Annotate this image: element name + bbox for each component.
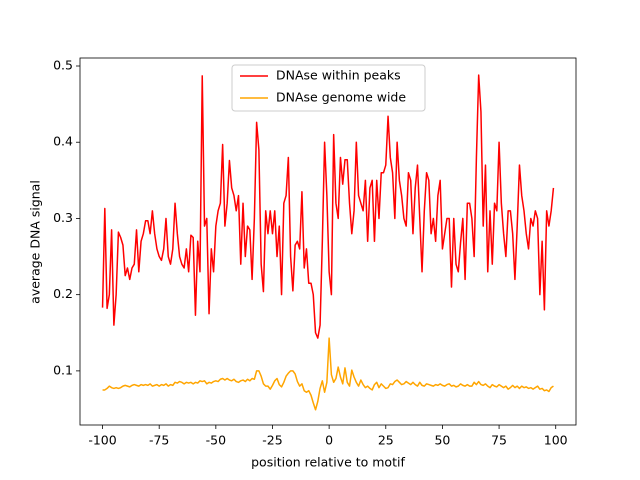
x-tick-label: 100 — [544, 433, 568, 448]
x-tick-label: -50 — [206, 433, 226, 448]
data-line — [101, 74, 555, 339]
x-tick-label: 25 — [378, 433, 394, 448]
x-tick-label: 0 — [325, 433, 333, 448]
x-axis-label: position relative to motif — [251, 455, 405, 470]
x-tick-label: 75 — [491, 433, 507, 448]
x-tick-label: 50 — [434, 433, 450, 448]
legend-box — [231, 64, 426, 112]
legend-label: DNAse within peaks — [276, 68, 401, 83]
y-tick-label: 0.5 — [53, 58, 73, 73]
legend-label: DNAse genome wide — [276, 90, 406, 105]
y-tick-label: 0.2 — [53, 286, 73, 301]
x-tick-label: -100 — [88, 433, 116, 448]
axes-frame — [79, 57, 577, 426]
y-tick-label: 0.1 — [53, 362, 73, 377]
x-tick-label: -25 — [262, 433, 282, 448]
y-tick-label: 0.4 — [53, 134, 73, 149]
y-tick-label: 0.3 — [53, 210, 73, 225]
y-axis-label: average DNA signal — [28, 180, 43, 304]
data-line — [102, 337, 554, 411]
x-tick-label: -75 — [149, 433, 169, 448]
